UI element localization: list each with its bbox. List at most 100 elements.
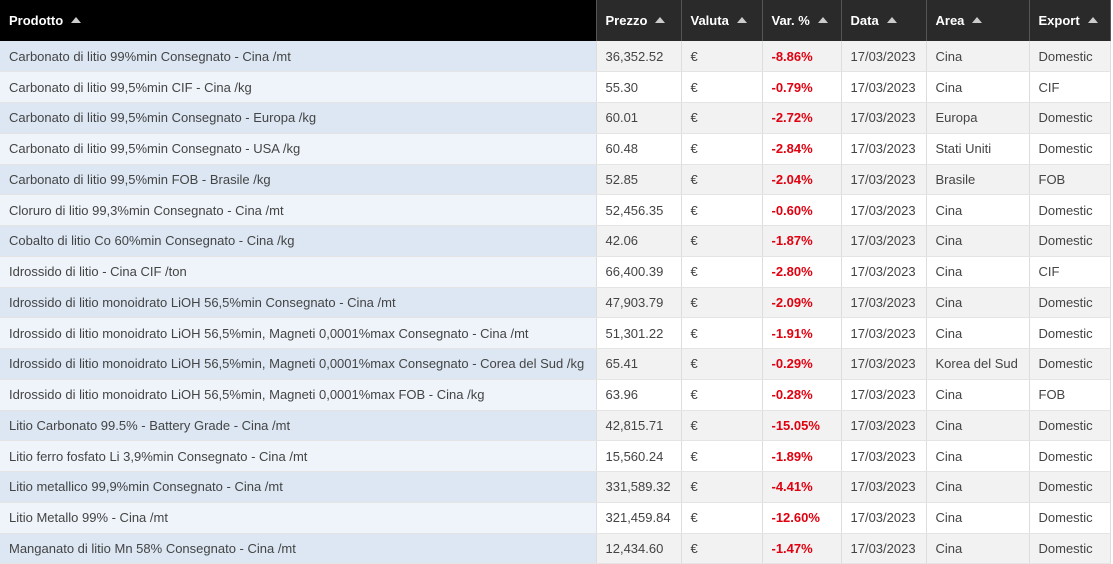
header-label: Valuta <box>690 13 729 28</box>
product-cell: Carbonato di litio 99,5%min CIF - Cina /… <box>0 71 597 103</box>
header-label: Var. % <box>771 13 810 28</box>
sort-arrow[interactable] <box>817 17 828 23</box>
currency-cell: € <box>681 133 763 165</box>
change-cell: -1.87% <box>762 225 842 257</box>
export-cell: Domestic <box>1029 133 1111 165</box>
export-cell: Domestic <box>1029 287 1111 319</box>
area-cell: Cina <box>926 317 1030 349</box>
price-cell: 60.01 <box>596 102 682 134</box>
product-cell: Carbonato di litio 99,5%min Consegnato -… <box>0 133 597 165</box>
currency-cell: € <box>681 194 763 226</box>
currency-cell: € <box>681 348 763 380</box>
product-cell: Litio Carbonato 99.5% - Battery Grade - … <box>0 410 597 442</box>
sort-arrow[interactable] <box>886 17 897 23</box>
currency-cell: € <box>681 256 763 288</box>
header-label: Data <box>850 13 879 28</box>
sort-arrow[interactable] <box>972 17 983 23</box>
date-cell: 17/03/2023 <box>841 164 927 196</box>
table-row: Carbonato di litio 99,5%min CIF - Cina /… <box>0 71 1111 103</box>
export-cell: Domestic <box>1029 471 1111 503</box>
column-header[interactable]: Var. % <box>762 0 842 41</box>
change-cell: -2.72% <box>762 102 842 134</box>
change-cell: -8.86% <box>762 41 842 73</box>
product-cell: Idrossido di litio monoidrato LiOH 56,5%… <box>0 287 597 319</box>
currency-cell: € <box>681 71 763 103</box>
column-header[interactable]: Prezzo <box>596 0 682 41</box>
price-cell: 55.30 <box>596 71 682 103</box>
date-cell: 17/03/2023 <box>841 410 927 442</box>
area-cell: Korea del Sud <box>926 348 1030 380</box>
table-row: Carbonato di litio 99,5%min Consegnato -… <box>0 102 1111 134</box>
sort-arrow[interactable] <box>655 17 666 23</box>
sort-arrow[interactable] <box>736 17 747 23</box>
currency-cell: € <box>681 533 763 564</box>
price-cell: 321,459.84 <box>596 502 682 534</box>
column-header[interactable]: Data <box>841 0 927 41</box>
column-header[interactable]: Export <box>1029 0 1111 41</box>
date-cell: 17/03/2023 <box>841 287 927 319</box>
area-cell: Cina <box>926 71 1030 103</box>
table-row: Litio Carbonato 99.5% - Battery Grade - … <box>0 410 1111 442</box>
date-cell: 17/03/2023 <box>841 256 927 288</box>
table-row: Manganato di litio Mn 58% Consegnato - C… <box>0 533 1111 564</box>
export-cell: Domestic <box>1029 225 1111 257</box>
currency-cell: € <box>681 41 763 73</box>
export-cell: FOB <box>1029 164 1111 196</box>
column-header[interactable]: Area <box>926 0 1030 41</box>
price-cell: 65.41 <box>596 348 682 380</box>
export-cell: CIF <box>1029 256 1111 288</box>
change-cell: -2.80% <box>762 256 842 288</box>
table-body: Carbonato di litio 99%min Consegnato - C… <box>0 41 1111 564</box>
currency-cell: € <box>681 379 763 411</box>
currency-cell: € <box>681 440 763 472</box>
price-cell: 42.06 <box>596 225 682 257</box>
area-cell: Cina <box>926 533 1030 564</box>
change-cell: -2.09% <box>762 287 842 319</box>
header-label: Export <box>1038 13 1080 28</box>
sort-arrow[interactable] <box>71 17 82 23</box>
sort-arrow[interactable] <box>1087 17 1098 23</box>
date-cell: 17/03/2023 <box>841 102 927 134</box>
price-cell: 36,352.52 <box>596 41 682 73</box>
table-row: Cloruro di litio 99,3%min Consegnato - C… <box>0 194 1111 226</box>
table-row: Idrossido di litio monoidrato LiOH 56,5%… <box>0 379 1111 411</box>
date-cell: 17/03/2023 <box>841 440 927 472</box>
currency-cell: € <box>681 164 763 196</box>
export-cell: Domestic <box>1029 194 1111 226</box>
table-row: Cobalto di litio Co 60%min Consegnato - … <box>0 225 1111 257</box>
product-cell: Carbonato di litio 99,5%min FOB - Brasil… <box>0 164 597 196</box>
export-cell: Domestic <box>1029 440 1111 472</box>
date-cell: 17/03/2023 <box>841 533 927 564</box>
table-row: Idrossido di litio monoidrato LiOH 56,5%… <box>0 317 1111 349</box>
date-cell: 17/03/2023 <box>841 471 927 503</box>
price-cell: 15,560.24 <box>596 440 682 472</box>
export-cell: Domestic <box>1029 102 1111 134</box>
table-row: Carbonato di litio 99%min Consegnato - C… <box>0 41 1111 73</box>
product-cell: Idrossido di litio - Cina CIF /ton <box>0 256 597 288</box>
currency-cell: € <box>681 317 763 349</box>
change-cell: -0.79% <box>762 71 842 103</box>
currency-cell: € <box>681 287 763 319</box>
header-label: Prodotto <box>9 13 64 28</box>
area-cell: Cina <box>926 379 1030 411</box>
currency-cell: € <box>681 502 763 534</box>
area-cell: Cina <box>926 502 1030 534</box>
export-cell: Domestic <box>1029 533 1111 564</box>
change-cell: -1.47% <box>762 533 842 564</box>
column-header[interactable]: Prodotto <box>0 0 597 41</box>
area-cell: Cina <box>926 225 1030 257</box>
date-cell: 17/03/2023 <box>841 194 927 226</box>
price-cell: 52,456.35 <box>596 194 682 226</box>
area-cell: Stati Uniti <box>926 133 1030 165</box>
area-cell: Cina <box>926 256 1030 288</box>
area-cell: Cina <box>926 287 1030 319</box>
price-cell: 42,815.71 <box>596 410 682 442</box>
date-cell: 17/03/2023 <box>841 71 927 103</box>
table-row: Carbonato di litio 99,5%min FOB - Brasil… <box>0 164 1111 196</box>
date-cell: 17/03/2023 <box>841 379 927 411</box>
header-label: Prezzo <box>605 13 648 28</box>
column-header[interactable]: Valuta <box>681 0 763 41</box>
change-cell: -1.91% <box>762 317 842 349</box>
table-row: Carbonato di litio 99,5%min Consegnato -… <box>0 133 1111 165</box>
